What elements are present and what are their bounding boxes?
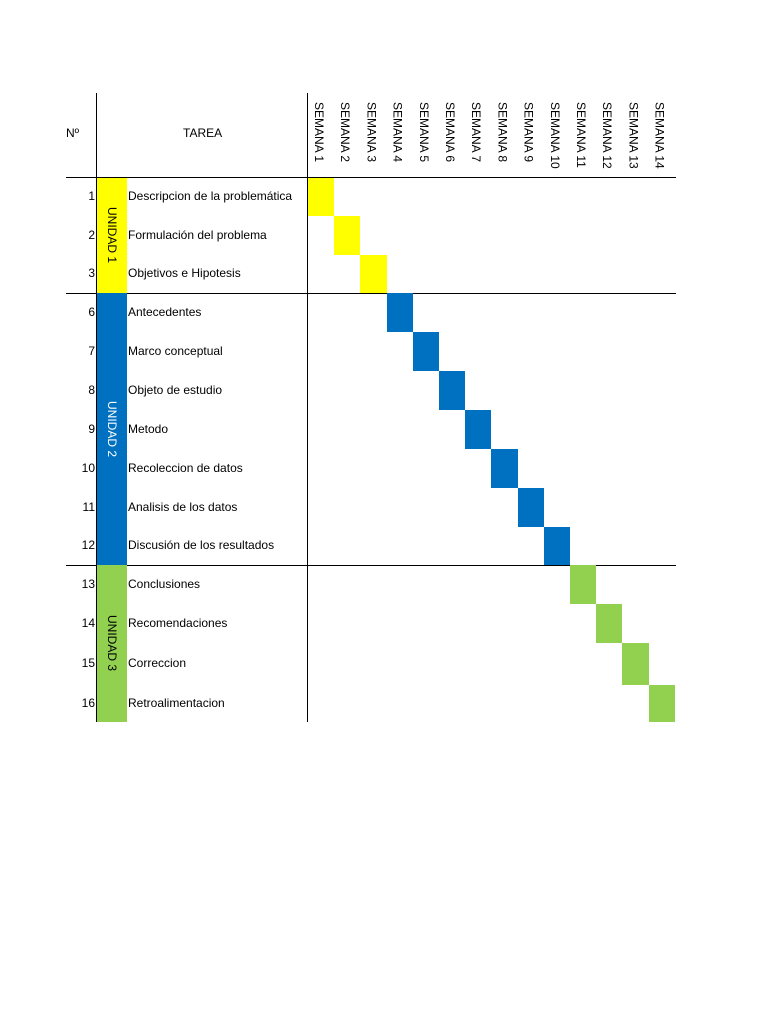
week-label: SEMANA 2: [338, 102, 353, 163]
gantt-cell: [543, 527, 570, 565]
gantt-cell: [596, 604, 623, 643]
unit-label: UNIDAD 2: [105, 400, 119, 457]
unit1-divider: [66, 293, 676, 294]
week-label: SEMANA 4: [390, 102, 405, 163]
unit-block: UNIDAD 3: [97, 565, 127, 722]
week-label: SEMANA 14: [652, 102, 667, 169]
week-label: SEMANA 1: [312, 102, 326, 163]
task-number: 12: [81, 538, 95, 552]
task-column-divider: [307, 93, 308, 722]
week-label: SEMANA 11: [574, 102, 588, 168]
task-number: 2: [88, 227, 95, 242]
gantt-cell: [412, 332, 439, 371]
task-name: Metodo: [128, 421, 169, 436]
gantt-cell: [386, 293, 413, 332]
task-name: Conclusiones: [128, 576, 201, 591]
task-name: Objetivos e Hipotesis: [128, 266, 241, 280]
gantt-cell: [491, 449, 518, 488]
task-number: 3: [88, 266, 95, 280]
number-column-divider: [96, 93, 97, 722]
task-name: Recoleccion de datos: [128, 460, 243, 475]
task-number: 11: [82, 499, 95, 514]
week-label: SEMANA 6: [443, 102, 457, 163]
week-label: SEMANA 13: [626, 102, 641, 169]
task-number: 1: [88, 189, 95, 203]
gantt-cell: [517, 488, 544, 527]
gantt-cell: [308, 178, 335, 216]
unit-label: UNIDAD 3: [105, 615, 119, 672]
task-name: Analisis de los datos: [128, 499, 238, 514]
unit-block: UNIDAD 1: [97, 178, 127, 293]
gantt-cell: [360, 255, 387, 293]
task-name: Marco conceptual: [128, 343, 223, 358]
gantt-cell: [622, 643, 649, 685]
task-number: 6: [88, 304, 95, 319]
header-task: TAREA: [183, 126, 223, 140]
gantt-cell: [439, 371, 466, 410]
task-number: 7: [88, 343, 95, 358]
task-name: Descripcion de la problemática: [128, 189, 293, 203]
task-name: Retroalimentacion: [128, 695, 225, 710]
unit-block: UNIDAD 2: [97, 293, 127, 565]
gantt-cell: [648, 685, 675, 722]
task-name: Recomendaciones: [128, 615, 228, 630]
week-label: SEMANA 8: [495, 102, 510, 163]
gantt-cell: [334, 216, 361, 255]
task-name: Antecedentes: [128, 304, 202, 319]
task-name: Correccion: [128, 656, 187, 670]
week-label: SEMANA 9: [521, 102, 536, 163]
week-label: SEMANA 3: [364, 102, 379, 163]
week-label: SEMANA 7: [469, 102, 484, 163]
task-number: 8: [88, 382, 95, 397]
task-name: Formulación del problema: [128, 227, 267, 242]
task-number: 13: [81, 576, 95, 591]
week-label: SEMANA 10: [547, 102, 562, 169]
header-number: Nº: [66, 126, 80, 140]
task-number: 10: [81, 460, 95, 475]
week-label: SEMANA 5: [416, 102, 431, 163]
unit-label: UNIDAD 1: [105, 207, 119, 264]
gantt-cell: [570, 565, 597, 604]
header-divider: [66, 177, 676, 178]
task-number: 14: [81, 615, 95, 630]
gantt-cell: [465, 410, 492, 449]
task-number: 9: [88, 421, 95, 436]
unit2-divider: [66, 565, 676, 566]
week-label: SEMANA 12: [600, 102, 615, 169]
task-number: 15: [81, 656, 95, 670]
task-name: Objeto de estudio: [128, 382, 223, 397]
task-name: Discusión de los resultados: [128, 538, 275, 552]
task-number: 16: [81, 695, 95, 710]
